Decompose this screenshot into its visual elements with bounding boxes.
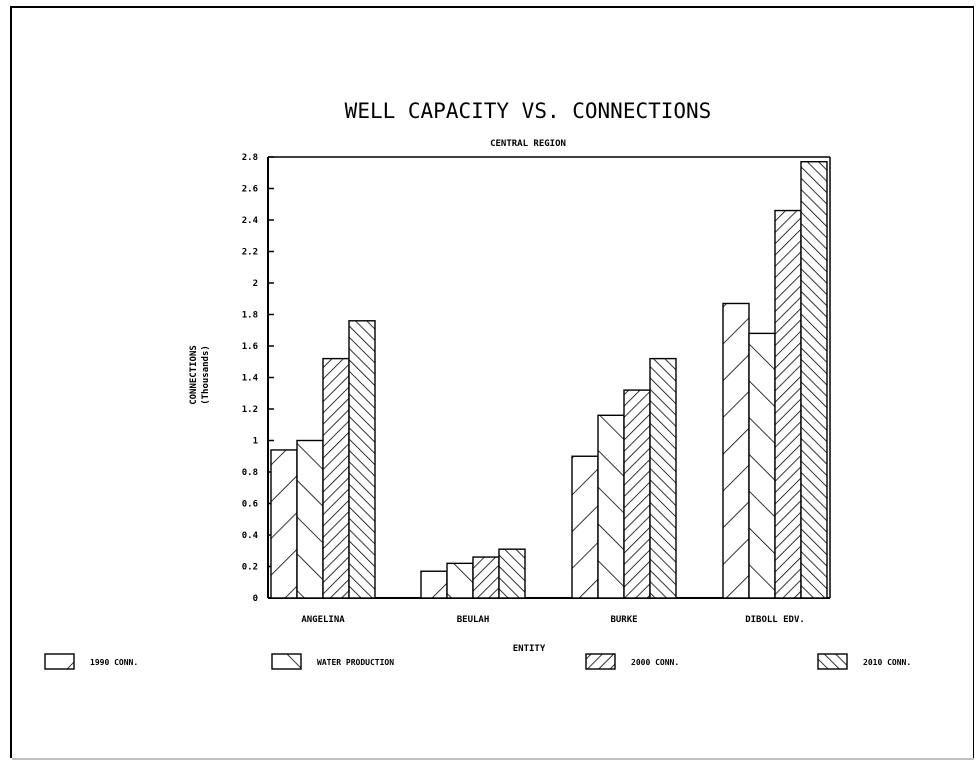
y-tick-label: 0.8 — [242, 468, 258, 478]
x-tick-label: ANGELINA — [301, 615, 345, 625]
x-tick-label: BEULAH — [457, 615, 490, 625]
y-tick-label: 1.8 — [242, 311, 258, 321]
chart-title: WELL CAPACITY VS. CONNECTIONS — [345, 99, 712, 123]
y-tick-label: 1.4 — [242, 374, 259, 384]
bar — [498, 548, 526, 599]
bar — [472, 556, 500, 599]
x-tick-label: DIBOLL EDV. — [745, 615, 805, 625]
bottom-edge — [12, 758, 974, 760]
y-tick-label: 0.6 — [242, 500, 258, 510]
bar — [597, 414, 625, 599]
y-tick-label: 0 — [253, 594, 258, 604]
legend: 1990 CONN. WATER PRODUCTION 2000 CONN. 2010… — [44, 653, 911, 670]
bar — [270, 449, 298, 599]
bar — [649, 357, 677, 599]
y-tick-label: 1.2 — [242, 405, 258, 415]
legend-swatch — [585, 653, 616, 670]
y-tick-label: 1.6 — [242, 342, 258, 352]
bar — [322, 357, 350, 599]
y-axis-unit: (Thousands) — [201, 345, 211, 405]
bar — [722, 302, 750, 599]
y-axis-label: CONNECTIONS — [189, 345, 199, 405]
bar — [348, 320, 376, 599]
legend-label: WATER PRODUCTION — [317, 658, 394, 667]
bar — [623, 389, 651, 599]
y-axis-label-group: CONNECTIONS (Thousands) — [189, 345, 211, 405]
bar — [446, 562, 474, 599]
y-tick-label: 2.2 — [242, 248, 258, 258]
legend-label: 2010 CONN. — [863, 658, 911, 667]
y-tick-label: 2 — [253, 279, 258, 289]
x-tick-label: BURKE — [610, 615, 637, 625]
bar — [296, 439, 324, 599]
y-tick-label: 2.8 — [242, 153, 258, 163]
y-tick-label: 2.4 — [242, 216, 259, 226]
y-tick-label: 0.2 — [242, 563, 258, 573]
legend-swatch — [44, 653, 75, 670]
bar — [748, 332, 776, 599]
bar — [800, 161, 828, 599]
legend-swatch — [817, 653, 848, 670]
chart-frame — [10, 6, 974, 758]
bar — [420, 570, 448, 599]
x-axis-label: ENTITY — [513, 644, 546, 654]
y-tick-label: 1 — [253, 437, 258, 447]
legend-label: 1990 CONN. — [90, 658, 138, 667]
chart-subtitle: CENTRAL REGION — [490, 139, 566, 149]
legend-swatch — [271, 653, 302, 670]
bar — [571, 455, 599, 599]
bar — [774, 209, 802, 599]
plot-area: 0 0.2 0.4 0.6 0.8 1 1.2 1.4 1.6 1.8 2 2.2 2.4 2.6 2.8 A… — [242, 153, 831, 625]
legend-label: 2000 CONN. — [631, 658, 679, 667]
y-tick-label: 0.4 — [242, 531, 259, 541]
y-tick-label: 2.6 — [242, 185, 258, 195]
